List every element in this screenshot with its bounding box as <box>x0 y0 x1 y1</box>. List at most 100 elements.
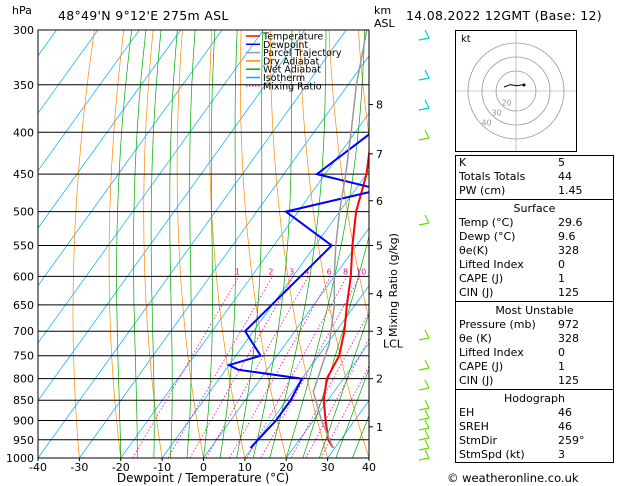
hodograph-unit: kt <box>461 34 471 45</box>
temperature-tick-label: 40 <box>362 461 376 474</box>
temperature-profile <box>322 146 369 449</box>
index-label: PW (cm) <box>459 184 506 197</box>
index-label: Totals Totals <box>459 170 526 183</box>
temperature-tick-label: -20 <box>112 461 130 474</box>
plot-frame <box>37 29 370 459</box>
pressure-tick-label: 350 <box>13 79 34 92</box>
km-tick-label: 4 <box>376 288 383 301</box>
surface-row: Temp (°C) 29.6 <box>456 216 613 230</box>
pressure-tick-label: 800 <box>13 373 34 386</box>
most-unstable-value: 972 <box>558 318 579 331</box>
mixing-ratio-axis-title: Mixing Ratio (g/kg) <box>387 233 400 337</box>
pressure-tick-label: 750 <box>13 350 34 363</box>
temperature-tick-label: -10 <box>153 461 171 474</box>
km-tick-label: 7 <box>376 148 383 161</box>
wind-barb <box>418 407 430 411</box>
legend-label: Isotherm <box>263 73 305 84</box>
km-tick-label: 6 <box>376 195 383 208</box>
isotherm-line <box>161 170 369 458</box>
hodograph-section: Hodograph EH 46 SREH 46 StmDir 259° StmSpd (kt… <box>456 389 613 462</box>
wind-barb <box>418 337 430 341</box>
hodograph-stat-label: SREH <box>459 420 489 433</box>
temperature-tick-label: 0 <box>200 461 207 474</box>
dry-adiabat <box>240 30 287 458</box>
surface-section: Surface Temp (°C) 29.6 Dewp (°C) 9.6 θe(K) 32… <box>456 199 613 300</box>
wind-barb <box>424 439 430 449</box>
wind-barb <box>418 427 430 431</box>
dry-adiabat <box>358 30 369 139</box>
wind-barb <box>424 69 430 79</box>
wind-barb <box>424 429 430 439</box>
dry-adiabat <box>622 30 629 458</box>
wet-adiabat <box>186 30 196 458</box>
most-unstable-row: θe (K) 328 <box>456 332 613 346</box>
index-label: K <box>459 156 467 169</box>
legend-label: Parcel Trajectory <box>263 48 342 59</box>
wind-barb <box>424 419 430 429</box>
pressure-tick-label: 500 <box>13 206 34 219</box>
temperature-tick-label: 30 <box>321 461 335 474</box>
hodograph-ring-label: 30 <box>492 108 502 117</box>
hodograph-trace <box>503 84 524 88</box>
index-row: PW (cm) 1.45 <box>456 184 613 198</box>
wind-barb <box>424 379 430 389</box>
pressure-tick-label: 850 <box>13 394 34 407</box>
wind-barb <box>418 77 430 81</box>
location-title: 48°49'N 9°12'E 275m ASL <box>58 8 229 23</box>
wet-adiabat <box>116 30 133 458</box>
wind-barb <box>424 359 430 369</box>
km-tick-label: 2 <box>376 373 383 386</box>
wind-barb <box>418 417 430 421</box>
wind-barb <box>424 129 430 139</box>
legend-label: Mixing Ratio <box>263 81 322 92</box>
surface-value: 328 <box>558 244 579 257</box>
wind-barb <box>418 367 430 371</box>
pressure-tick-label: 650 <box>13 299 34 312</box>
wind-barb <box>418 222 430 226</box>
mixing-ratio-label: 25 <box>412 267 422 276</box>
most-unstable-label: CAPE (J) <box>459 360 504 373</box>
wind-barb <box>424 399 430 409</box>
most-unstable-row: Lifted Index 0 <box>456 346 613 360</box>
surface-value: 1 <box>558 272 565 285</box>
dewpoint-profile <box>226 133 369 449</box>
mixing-ratio-label: 6 <box>327 267 332 276</box>
legend-label: Dry Adiabat <box>263 56 320 67</box>
isotherm-line <box>38 30 347 458</box>
datetime-title: 14.08.2022 12GMT (Base: 12) <box>406 8 602 23</box>
hodograph-stat-value: 46 <box>558 406 572 419</box>
most-unstable-row: CIN (J) 125 <box>456 374 613 388</box>
most-unstable-label: Lifted Index <box>459 346 524 359</box>
isotherm-line <box>38 30 140 172</box>
surface-row: θe(K) 328 <box>456 244 613 258</box>
hodograph-stat-row: StmDir 259° <box>456 434 613 448</box>
y-axis-unit: hPa <box>12 4 32 17</box>
km-tick-label: 5 <box>376 239 383 252</box>
index-value: 1.45 <box>558 184 583 197</box>
mixing-ratio-label: 4 <box>304 267 309 276</box>
mixing-ratio-label: 8 <box>343 267 348 276</box>
surface-label: CAPE (J) <box>459 272 504 285</box>
isotherm-line <box>38 30 306 402</box>
hodograph-ring-label: 40 <box>481 119 491 128</box>
wind-barb <box>418 457 430 461</box>
hodograph-stat-label: StmDir <box>459 434 498 447</box>
wind-barb <box>424 29 430 39</box>
pressure-tick-label: 300 <box>13 24 34 37</box>
surface-label: Temp (°C) <box>459 216 514 229</box>
mixing-ratio-label: 10 <box>356 267 366 276</box>
most-unstable-row: CAPE (J) 1 <box>456 360 613 374</box>
lcl-label: LCL <box>383 338 404 351</box>
surface-value: 125 <box>558 286 579 299</box>
legend-label: Temperature <box>262 32 323 43</box>
wind-barb <box>424 329 430 339</box>
surface-row: CAPE (J) 1 <box>456 272 613 286</box>
isotherm-line <box>244 285 369 458</box>
dry-adiabat <box>143 30 163 458</box>
wind-barb <box>418 437 430 441</box>
temperature-tick-label: 20 <box>279 461 293 474</box>
pressure-tick-label: 600 <box>13 270 34 283</box>
parcel-trajectory-profile <box>312 30 368 449</box>
